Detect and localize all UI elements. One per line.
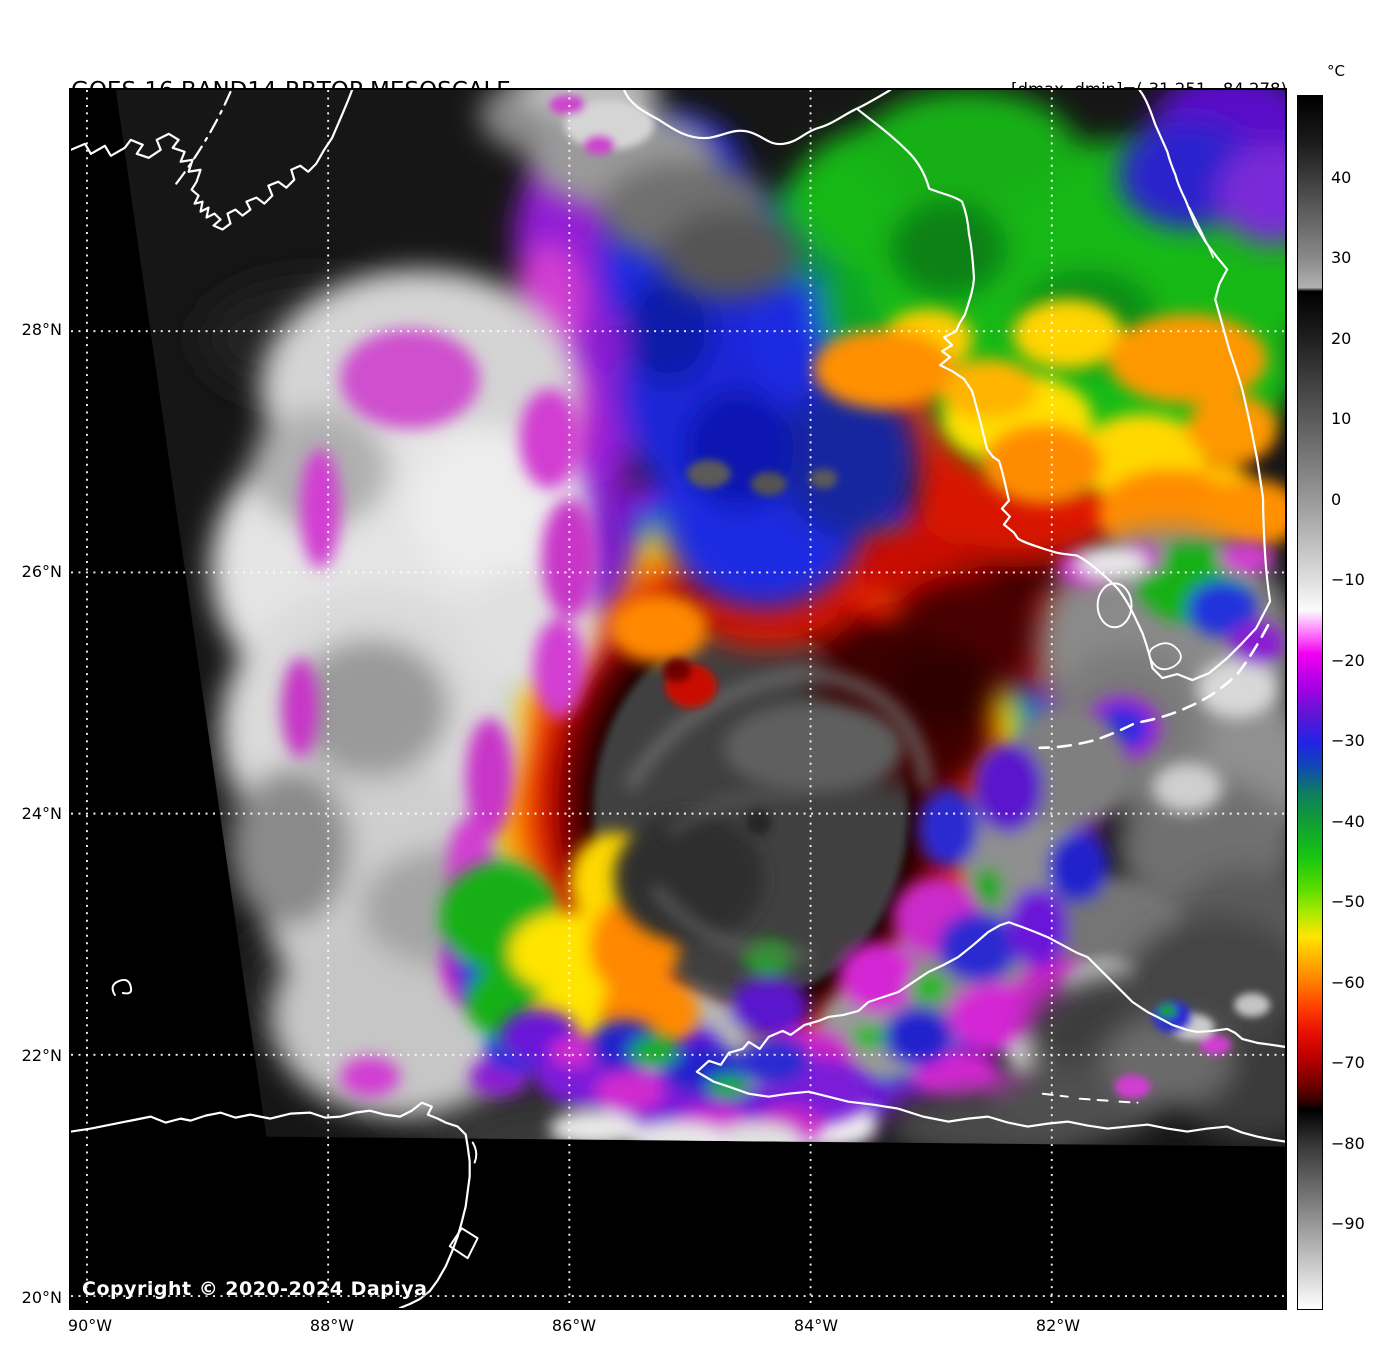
cb-tick-m80: −80	[1331, 1134, 1365, 1153]
lake-okeechobee	[1096, 582, 1133, 629]
cb-tick-0: 0	[1331, 490, 1342, 509]
lon-tick-88w: 88°W	[309, 1316, 355, 1335]
coastline-cuba-north	[695, 921, 1285, 1073]
cb-tick-m30: −30	[1331, 731, 1365, 750]
lon-tick-82w: 82°W	[1035, 1316, 1081, 1335]
coastline-arc	[173, 90, 232, 187]
lat-tick-26n: 26°N	[21, 562, 62, 581]
temperature-colorbar	[1297, 95, 1323, 1310]
coastlines	[71, 90, 1285, 1308]
lon-tick-86w: 86°W	[551, 1316, 597, 1335]
copyright-watermark: Copyright © 2020-2024 Dapiya	[82, 1278, 428, 1300]
cb-tick-m20: −20	[1331, 651, 1365, 670]
florida-keys	[1038, 623, 1270, 750]
cb-tick-20: 20	[1331, 329, 1352, 348]
cb-tick-m70: −70	[1331, 1053, 1365, 1072]
cb-tick-30: 30	[1331, 248, 1352, 267]
small-islet	[111, 978, 133, 997]
map-canvas: Copyright © 2020-2024 Dapiya	[69, 88, 1287, 1310]
cb-tick-m60: −60	[1331, 973, 1365, 992]
coastline-florida-bay	[1148, 642, 1182, 671]
coastline-louisiana	[71, 90, 354, 231]
coastline-florida	[623, 90, 1272, 682]
lon-tick-90w: 90°W	[67, 1316, 113, 1335]
colorbar-unit-label: °C	[1327, 62, 1345, 80]
cb-tick-m50: −50	[1331, 892, 1365, 911]
graticule	[71, 90, 1285, 1308]
coastline-yucatan	[71, 1101, 471, 1308]
lat-tick-22n: 22°N	[21, 1046, 62, 1065]
lon-tick-84w: 84°W	[793, 1316, 839, 1335]
cuba-keys	[1041, 1092, 1139, 1104]
coastline-cuba-south	[695, 1070, 1285, 1143]
cozumel-island	[448, 1227, 479, 1260]
coastline-canaveral-lagoon	[1188, 206, 1215, 259]
lat-tick-24n: 24°N	[21, 804, 62, 823]
cb-tick-m10: −10	[1331, 570, 1365, 589]
satellite-imagery	[71, 90, 1285, 1308]
cb-tick-m40: −40	[1331, 812, 1365, 831]
lat-tick-28n: 28°N	[21, 320, 62, 339]
lat-tick-20n: 20°N	[21, 1288, 62, 1307]
yucatan-reef-arc	[471, 1141, 478, 1164]
cb-tick-40: 40	[1331, 168, 1352, 187]
cb-tick-10: 10	[1331, 409, 1352, 428]
cb-tick-m90: −90	[1331, 1214, 1365, 1233]
